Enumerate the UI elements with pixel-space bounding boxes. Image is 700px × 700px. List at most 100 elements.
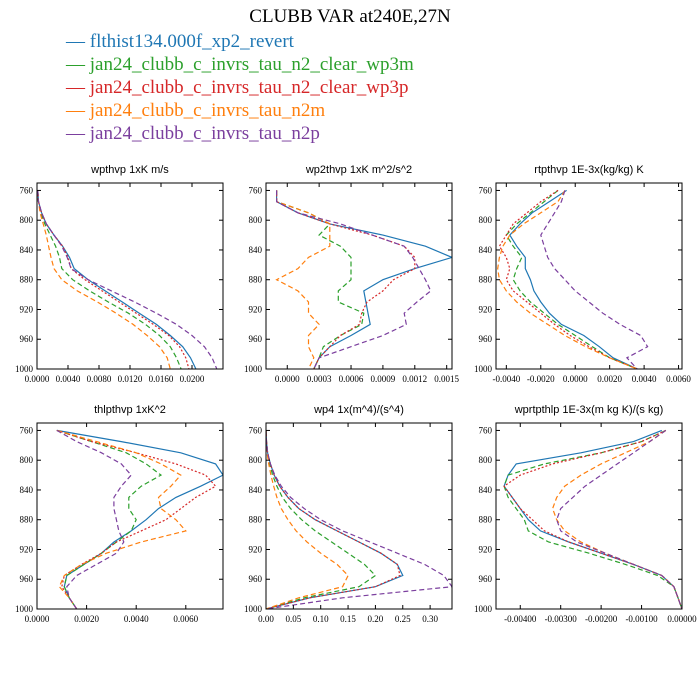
series-line-5 bbox=[556, 429, 682, 609]
series-line-1 bbox=[503, 429, 682, 609]
y-tick-label: 760 bbox=[249, 425, 263, 435]
y-tick-label: 840 bbox=[249, 485, 263, 495]
legend-swatch: — bbox=[66, 100, 90, 121]
legend: — flthist134.000f_xp2_revert — jan24_clu… bbox=[66, 30, 414, 145]
y-tick-label: 800 bbox=[249, 215, 263, 225]
y-tick-label: 960 bbox=[20, 334, 34, 344]
y-tick-label: 760 bbox=[249, 185, 263, 195]
x-tick-label: 0.10 bbox=[313, 614, 329, 624]
y-tick-label: 840 bbox=[20, 485, 34, 495]
legend-label: jan24_clubb_c_invrs_tau_n2_clear_wp3m bbox=[89, 54, 414, 75]
x-tick-label: 0.00 bbox=[258, 614, 274, 624]
x-tick-label: 0.0000 bbox=[25, 374, 50, 384]
x-tick-label: 0.20 bbox=[368, 614, 384, 624]
y-tick-label: 1000 bbox=[474, 364, 493, 374]
y-tick-label: 800 bbox=[20, 455, 34, 465]
y-tick-label: 880 bbox=[249, 275, 263, 285]
y-tick-label: 960 bbox=[479, 574, 493, 584]
series-line-5 bbox=[266, 430, 452, 609]
x-tick-label: 0.0080 bbox=[87, 374, 112, 384]
legend-item: — jan24_clubb_c_invrs_tau_n2p bbox=[66, 122, 414, 145]
legend-item: — jan24_clubb_c_invrs_tau_n2m bbox=[66, 99, 414, 122]
y-tick-label: 960 bbox=[20, 574, 34, 584]
y-tick-label: 960 bbox=[479, 334, 493, 344]
y-tick-label: 880 bbox=[479, 275, 493, 285]
x-tick-label: 0.15 bbox=[340, 614, 356, 624]
x-tick-label: 0.0000 bbox=[563, 374, 588, 384]
legend-swatch: — bbox=[66, 54, 90, 75]
plot-frame bbox=[36, 182, 224, 370]
plot-frame bbox=[265, 422, 453, 610]
x-tick-label: 0.0003 bbox=[307, 374, 332, 384]
series-line-2 bbox=[503, 429, 682, 609]
y-tick-label: 1000 bbox=[15, 364, 34, 374]
y-tick-label: 800 bbox=[249, 455, 263, 465]
y-tick-label: 840 bbox=[479, 485, 493, 495]
series-line-4 bbox=[551, 429, 682, 609]
plot-frame bbox=[265, 182, 453, 370]
y-tick-label: 960 bbox=[249, 574, 263, 584]
series-line-1 bbox=[509, 189, 638, 369]
legend-label: jan24_clubb_c_invrs_tau_n2_clear_wp3p bbox=[89, 77, 409, 98]
series-group bbox=[503, 429, 682, 609]
y-tick-label: 1000 bbox=[244, 364, 263, 374]
series-line-1 bbox=[266, 430, 404, 609]
panel-title: wprtpthlp 1E-3x(m kg K)/(s kg) bbox=[514, 404, 664, 416]
x-tick-label: 0.0060 bbox=[173, 614, 198, 624]
x-tick-label: 0.0160 bbox=[149, 374, 174, 384]
y-tick-label: 880 bbox=[479, 515, 493, 525]
series-line-4 bbox=[497, 190, 638, 369]
x-tick-label: 0.0012 bbox=[402, 374, 427, 384]
series-line-2 bbox=[505, 189, 638, 369]
plot-frame bbox=[495, 422, 683, 610]
series-group bbox=[56, 429, 223, 609]
series-line-3 bbox=[266, 430, 401, 609]
y-tick-label: 920 bbox=[479, 544, 493, 554]
y-tick-label: 920 bbox=[249, 304, 263, 314]
series-line-1 bbox=[37, 190, 197, 369]
series-line-2 bbox=[56, 429, 163, 609]
series-line-5 bbox=[56, 429, 133, 609]
series-group bbox=[37, 190, 218, 369]
series-group bbox=[266, 430, 452, 609]
x-tick-label: 0.0040 bbox=[124, 614, 149, 624]
x-tick-label: -0.0020 bbox=[527, 374, 555, 384]
series-line-3 bbox=[498, 189, 638, 369]
panel-2: wp2thvp 1xK m^2/s^2 760 800 840 880 920 960 100… bbox=[244, 164, 460, 384]
panel-title: wp4 1x(m^4)/(s^4) bbox=[313, 404, 404, 416]
panel-1: wpthvp 1xK m/s76080084088092096010000.00… bbox=[15, 164, 224, 384]
series-line-4 bbox=[37, 190, 171, 369]
y-tick-label: 760 bbox=[20, 425, 34, 435]
x-tick-label: 0.0000 bbox=[275, 374, 300, 384]
series-group bbox=[497, 189, 649, 369]
series-line-3 bbox=[37, 190, 190, 369]
y-tick-label: 920 bbox=[249, 544, 263, 554]
series-line-1 bbox=[56, 429, 223, 609]
panel-4: thlpthvp 1xK^276080084088092096010000.00… bbox=[15, 404, 224, 624]
x-tick-label: 0.0015 bbox=[434, 374, 459, 384]
x-tick-label: 0.0120 bbox=[118, 374, 143, 384]
legend-item: — jan24_clubb_c_invrs_tau_n2_clear_wp3p bbox=[66, 76, 414, 99]
series-group bbox=[275, 190, 452, 369]
x-tick-label: -0.00400 bbox=[504, 614, 537, 624]
x-tick-label: 0.0040 bbox=[632, 374, 657, 384]
series-line-4 bbox=[266, 430, 349, 609]
x-tick-label: 0.0020 bbox=[597, 374, 622, 384]
legend-swatch: — bbox=[66, 77, 90, 98]
panel-6: wprtpthlp 1E-3x(m kg K)/(s kg) 760 800 840 8… bbox=[474, 404, 697, 624]
x-tick-label: -0.00300 bbox=[545, 614, 578, 624]
panel-title: rtpthvp 1E-3x(kg/kg) K bbox=[534, 164, 644, 176]
y-tick-label: 1000 bbox=[15, 604, 34, 614]
y-tick-label: 800 bbox=[479, 215, 493, 225]
legend-label: jan24_clubb_c_invrs_tau_n2m bbox=[89, 100, 326, 121]
x-tick-label: 0.30 bbox=[422, 614, 438, 624]
series-line-2 bbox=[276, 190, 365, 369]
y-tick-label: 880 bbox=[20, 275, 34, 285]
figure-title: CLUBB VAR at240E,27N bbox=[249, 6, 451, 27]
legend-label: flthist134.000f_xp2_revert bbox=[89, 31, 294, 52]
y-tick-label: 920 bbox=[20, 544, 34, 554]
legend-item: — jan24_clubb_c_invrs_tau_n2_clear_wp3m bbox=[66, 53, 414, 76]
y-tick-label: 960 bbox=[249, 334, 263, 344]
y-tick-label: 840 bbox=[479, 245, 493, 255]
